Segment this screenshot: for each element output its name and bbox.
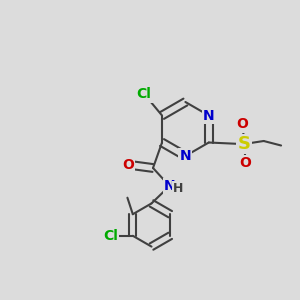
Text: H: H xyxy=(173,182,183,196)
Text: S: S xyxy=(238,135,251,153)
Text: O: O xyxy=(122,158,134,172)
Text: O: O xyxy=(240,157,252,170)
Text: Cl: Cl xyxy=(103,229,118,243)
Text: N: N xyxy=(164,179,175,193)
Text: Cl: Cl xyxy=(136,88,152,101)
Text: N: N xyxy=(203,109,214,122)
Text: N: N xyxy=(180,149,191,163)
Text: O: O xyxy=(237,118,249,131)
